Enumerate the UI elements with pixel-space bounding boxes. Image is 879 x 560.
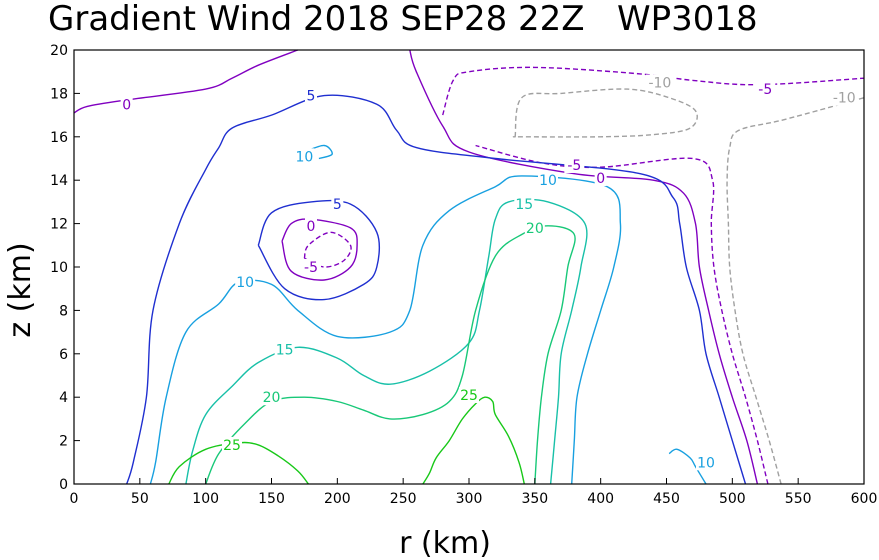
y-tick-label: 6 (59, 347, 68, 363)
contour-line-25 (168, 441, 309, 485)
contour-label-bg (301, 259, 321, 275)
contour-label-bg (594, 170, 607, 187)
contour-label-bg (459, 387, 479, 404)
contour-line-25 (422, 396, 525, 485)
y-tick-label: 8 (59, 303, 68, 319)
contour-labels: -10 -10 -5 -5 -5 0 0 0 5 5 10 10 10 10 15 15 20 20 25 25 (120, 74, 859, 471)
x-tick-label: 600 (851, 491, 878, 507)
contour-label: 20 (526, 221, 544, 237)
contour-label-bg (120, 96, 133, 113)
x-tick-label: 200 (324, 491, 351, 507)
contour-label-bg (294, 148, 315, 165)
x-tick-label: 0 (70, 491, 79, 507)
x-tick-label: 300 (456, 491, 483, 507)
contour-line-20 (205, 225, 576, 485)
contour-label: -10 (833, 91, 856, 107)
x-tick-label: 50 (131, 491, 149, 507)
contour-label: 0 (307, 219, 316, 235)
chart-title: Gradient Wind 2018 SEP28 22Z WP3018 (48, 0, 758, 39)
y-tick-label: 2 (59, 434, 68, 450)
contour-label-bg (305, 87, 317, 104)
contour-label: -5 (567, 158, 581, 174)
contour-line-0 (73, 49, 299, 114)
contour-label-bg (331, 196, 344, 213)
contour-label-bg (696, 454, 716, 471)
y-tick-label: 4 (59, 390, 68, 406)
y-tick-label: 14 (50, 173, 68, 189)
contour-label: 25 (223, 438, 241, 454)
contour-label: -5 (304, 260, 318, 276)
x-tick-label: 550 (785, 491, 812, 507)
contour-label-bg (538, 172, 558, 189)
contour-label-bg (755, 81, 776, 98)
y-axis-ticks: 0 2 4 6 8 10 12 14 16 18 20 (50, 43, 80, 493)
contour-label-bg (235, 274, 256, 291)
x-tick-label: 150 (258, 491, 285, 507)
x-tick-label: 100 (192, 491, 219, 507)
contour-line-neg5 (475, 144, 769, 485)
contour-line-0 (409, 49, 759, 485)
contour-label: 10 (539, 173, 557, 189)
contour-label: 0 (596, 171, 605, 187)
contour-line-10 (304, 144, 333, 160)
contour-label-bg (261, 389, 282, 406)
contour-label: 10 (296, 149, 314, 165)
contour-line-neg10 (726, 97, 865, 485)
contour-label-bg (514, 196, 535, 213)
contour-line-10 (149, 175, 622, 485)
y-tick-label: 20 (50, 43, 68, 59)
y-tick-label: 12 (50, 217, 68, 233)
contour-label-bg (222, 436, 242, 453)
contour-lines (73, 49, 865, 485)
contour-label-bg (274, 341, 295, 358)
contour-label: 20 (263, 390, 281, 406)
contour-line-0 (281, 218, 358, 281)
contour-label: -10 (648, 76, 671, 92)
contour-line-15 (185, 198, 588, 485)
contour-label: 0 (122, 97, 131, 113)
contour-label: 5 (333, 197, 342, 213)
contour-line-neg10 (512, 88, 698, 138)
x-tick-label: 400 (587, 491, 614, 507)
contour-label-bg (305, 217, 317, 234)
contour-label: 25 (460, 388, 478, 404)
x-axis-ticks: 0 50 100 150 200 250 300 350 400 450 500 550 600 (70, 478, 878, 507)
contour-line-5 (257, 199, 381, 301)
y-tick-label: 10 (50, 260, 68, 276)
x-tick-label: 350 (521, 491, 548, 507)
contour-label-bg (830, 89, 859, 106)
contour-label: 10 (697, 455, 715, 471)
contour-label: 15 (276, 342, 294, 358)
x-tick-label: 450 (653, 491, 680, 507)
x-tick-label: 500 (719, 491, 746, 507)
y-tick-label: 0 (59, 477, 68, 493)
contour-line-10 (668, 448, 707, 485)
contour-label: 10 (236, 275, 254, 291)
contour-label-bg (645, 74, 674, 91)
contour-line-5 (126, 94, 747, 485)
y-tick-label: 16 (50, 130, 68, 146)
y-axis-label: z (km) (3, 242, 38, 337)
contour-label-bg (524, 219, 545, 236)
contour-label: 5 (307, 89, 316, 105)
contour-label-bg (564, 157, 585, 174)
x-tick-label: 250 (390, 491, 417, 507)
x-axis-label: r (km) (399, 526, 491, 560)
y-tick-label: 18 (50, 86, 68, 102)
contour-label: 15 (515, 197, 533, 213)
contour-line-neg5 (303, 231, 352, 268)
contour-label: -5 (758, 82, 772, 98)
plot-frame (73, 49, 865, 485)
